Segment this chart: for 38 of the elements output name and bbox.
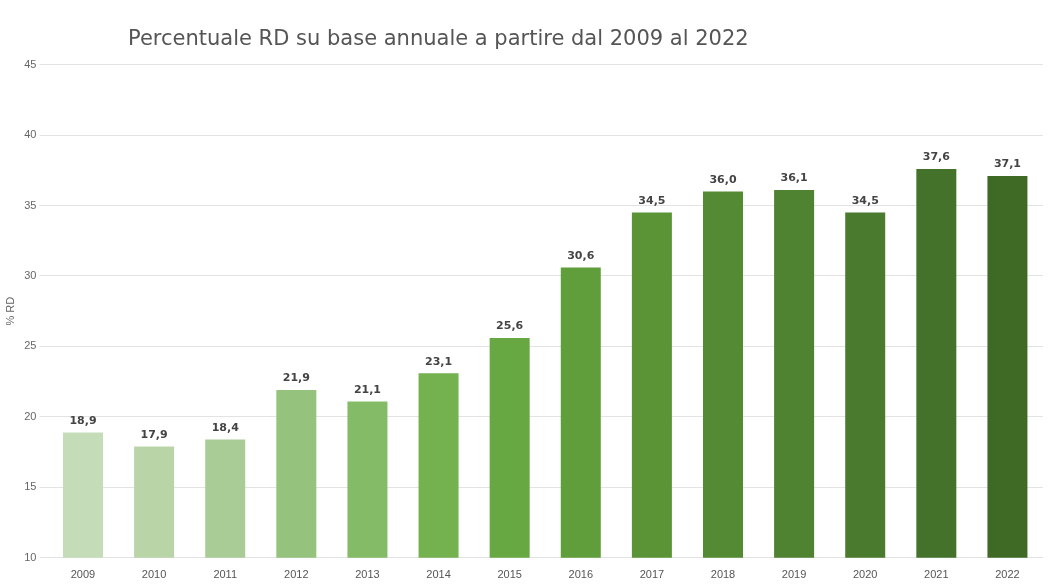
data-label: 18,9 (69, 413, 97, 427)
data-label: 17,9 (140, 427, 168, 441)
x-tick-label: 2019 (781, 568, 807, 581)
data-label: 34,5 (851, 193, 879, 207)
y-tick-label: 15 (24, 480, 37, 493)
y-tick-label: 45 (24, 57, 37, 70)
y-axis-title: % RD (3, 296, 16, 326)
data-label: 36,1 (780, 171, 808, 185)
y-tick-label: 35 (24, 198, 37, 211)
x-tick-label: 2021 (924, 568, 949, 581)
data-label: 21,1 (353, 382, 382, 396)
x-tick-label: 2015 (497, 568, 522, 581)
y-tick-label: 20 (24, 409, 37, 422)
y-tick-label: 25 (24, 339, 37, 352)
data-label: 37,1 (993, 157, 1022, 171)
chart-title: Percentuale RD su base annuale a partire dal 2009 al 2022 (128, 26, 749, 50)
y-tick-label: 10 (24, 550, 37, 563)
x-tick-label: 2009 (70, 568, 96, 581)
y-tick-label: 30 (24, 269, 37, 281)
y-tick-label: 40 (24, 128, 37, 141)
data-label: 37,6 (922, 150, 951, 164)
x-tick-label: 2011 (213, 568, 238, 581)
data-label: 34,5 (638, 193, 666, 207)
x-tick-label: 2013 (355, 568, 380, 581)
data-label: 36,0 (709, 172, 737, 186)
x-tick-label: 2022 (995, 568, 1020, 581)
x-tick-label: 2010 (141, 568, 167, 581)
x-tick-label: 2016 (568, 568, 594, 581)
x-tick-label: 2020 (852, 568, 878, 581)
data-label: 25,6 (496, 319, 524, 333)
data-label: 21,9 (282, 371, 310, 385)
data-label: 18,4 (211, 420, 240, 434)
x-tick-label: 2018 (710, 568, 736, 581)
data-label: 23,1 (424, 354, 453, 368)
x-tick-label: 2017 (639, 568, 665, 581)
x-tick-label: 2012 (284, 568, 309, 581)
data-label: 30,6 (567, 248, 595, 262)
x-tick-label: 2014 (426, 568, 451, 581)
